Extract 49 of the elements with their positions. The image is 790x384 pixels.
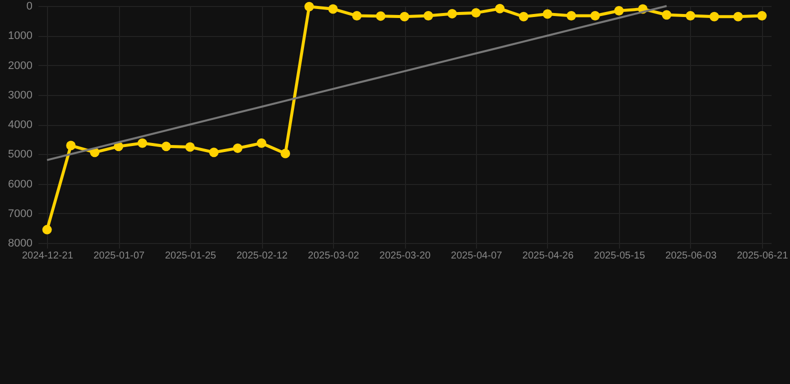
point: [518, 12, 528, 22]
point: [542, 9, 552, 19]
y-tick-label: 0: [26, 0, 32, 12]
y-tick-label: 3000: [8, 89, 32, 102]
x-tick-label: 2025-05-15: [594, 250, 646, 262]
point: [352, 11, 362, 21]
line-series: [46, 5, 668, 162]
point: [66, 140, 76, 150]
x-tick-label: 2025-03-20: [379, 250, 432, 262]
point: [185, 142, 195, 152]
point: [566, 11, 576, 21]
point: [304, 2, 314, 12]
x-tick-label: 2025-06-03: [665, 250, 717, 262]
point: [710, 12, 720, 22]
point: [733, 12, 743, 22]
x-tick-label: 2025-02-12: [236, 250, 288, 262]
point: [686, 11, 696, 21]
point: [256, 138, 266, 148]
point: [138, 138, 148, 148]
point: [400, 12, 410, 22]
x-tick-label: 2024-12-21: [22, 250, 74, 262]
x-tick-label: 2025-03-02: [308, 250, 360, 262]
point: [209, 148, 219, 158]
point: [614, 6, 624, 16]
point: [376, 11, 386, 21]
point: [447, 8, 457, 18]
x-tick-label: 2025-01-25: [164, 250, 217, 262]
y-tick-label: 7000: [8, 208, 32, 220]
x-tick-label: 2025-01-07: [93, 250, 146, 262]
point: [232, 143, 242, 153]
y-tick-label: 1000: [8, 30, 32, 42]
x-tick-label: 2025-04-07: [450, 250, 502, 262]
point: [471, 8, 481, 18]
point: [495, 4, 505, 14]
point: [662, 10, 672, 20]
point: [757, 11, 767, 21]
point: [590, 11, 600, 21]
y-tick-label: 8000: [8, 238, 32, 250]
y-tick-label: 5000: [8, 148, 32, 161]
point: [280, 148, 290, 158]
y-tick-label: 2000: [8, 60, 32, 72]
y-tick-label: 6000: [8, 178, 32, 190]
point: [328, 4, 338, 14]
x-tick-label: 2025-06-21: [736, 250, 788, 262]
point: [161, 142, 171, 152]
point: [424, 11, 434, 21]
y-tick-label: 4000: [8, 119, 32, 131]
x-tick-label: 2025-04-26: [522, 250, 574, 262]
point: [42, 224, 52, 234]
